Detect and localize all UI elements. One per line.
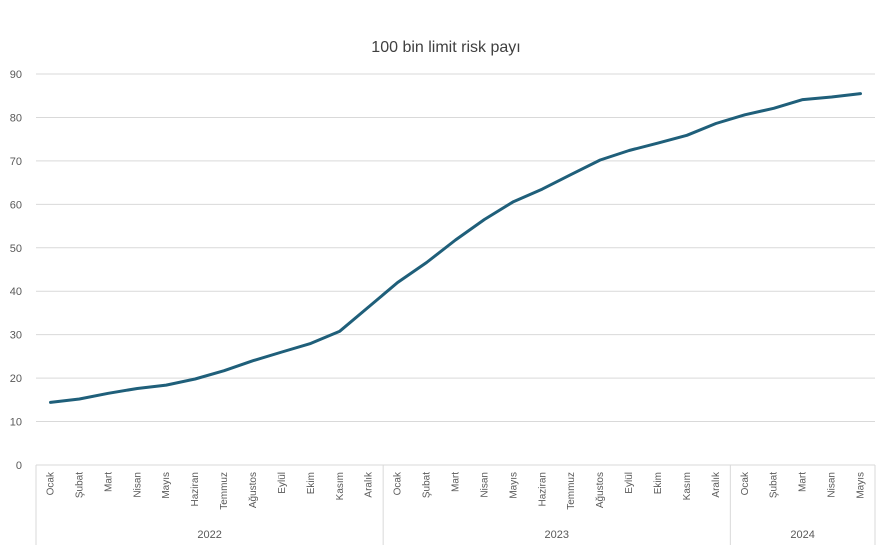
x-year-label: 2024 bbox=[790, 529, 814, 541]
y-tick-label: 10 bbox=[10, 417, 22, 429]
y-axis-ticks: 0 10 20 30 40 50 60 70 80 90 bbox=[10, 69, 22, 472]
x-tick-label: Kasım bbox=[682, 472, 693, 500]
x-tick-label: Aralık bbox=[364, 471, 375, 498]
x-tick-label: Mayıs bbox=[161, 472, 172, 499]
x-tick-label: Şubat bbox=[74, 472, 85, 498]
y-tick-label: 20 bbox=[10, 373, 22, 385]
y-tick-label: 70 bbox=[10, 156, 22, 168]
chart-title: 100 bin limit risk payı bbox=[371, 39, 520, 56]
x-tick-label: Ağustos bbox=[248, 472, 259, 508]
y-tick-label: 60 bbox=[10, 199, 22, 211]
x-tick-label: Nisan bbox=[827, 472, 838, 498]
series-layer bbox=[49, 92, 862, 404]
y-tick-label: 80 bbox=[10, 112, 22, 124]
x-year-label: 2022 bbox=[197, 529, 221, 541]
x-tick-label: Aralık bbox=[711, 471, 722, 498]
gridlines bbox=[36, 73, 875, 466]
x-tick-label: Şubat bbox=[422, 472, 433, 498]
x-tick-label: Mart bbox=[451, 472, 462, 492]
x-tick-label: Temmuz bbox=[219, 472, 230, 510]
x-tick-label: Ekim bbox=[306, 472, 317, 494]
x-tick-label: Temmuz bbox=[566, 472, 577, 510]
x-tick-label: Nisan bbox=[132, 472, 143, 498]
x-tick-label: Mayıs bbox=[856, 472, 867, 499]
x-year-label: 2023 bbox=[545, 529, 569, 541]
x-tick-label: Kasım bbox=[335, 472, 346, 500]
x-tick-label: Ocak bbox=[45, 471, 56, 495]
x-tick-label: Haziran bbox=[190, 472, 201, 506]
x-tick-label: Ağustos bbox=[595, 472, 606, 508]
x-tick-label: Mart bbox=[798, 472, 809, 492]
x-axis-ticks: Ocak Şubat Mart Nisan Mayıs Haziran Temmuz Ağus… bbox=[45, 471, 866, 510]
y-tick-label: 40 bbox=[10, 286, 22, 298]
y-tick-label: 0 bbox=[16, 460, 22, 472]
x-tick-label: Mayıs bbox=[508, 472, 519, 499]
x-tick-label: Nisan bbox=[479, 472, 490, 498]
x-axis-year-groups: 2022 2023 2024 bbox=[35, 465, 876, 545]
x-tick-label: Eylül bbox=[277, 472, 288, 494]
x-tick-label: Mart bbox=[103, 472, 114, 492]
y-tick-label: 50 bbox=[10, 243, 22, 255]
x-tick-label: Ocak bbox=[393, 471, 404, 495]
y-tick-label: 90 bbox=[10, 69, 22, 81]
x-tick-label: Şubat bbox=[769, 472, 780, 498]
series-line bbox=[49, 92, 862, 404]
x-tick-label: Ekim bbox=[653, 472, 664, 494]
y-tick-label: 30 bbox=[10, 330, 22, 342]
x-tick-label: Eylül bbox=[624, 472, 635, 494]
x-tick-label: Haziran bbox=[537, 472, 548, 506]
x-tick-label: Ocak bbox=[740, 471, 751, 495]
